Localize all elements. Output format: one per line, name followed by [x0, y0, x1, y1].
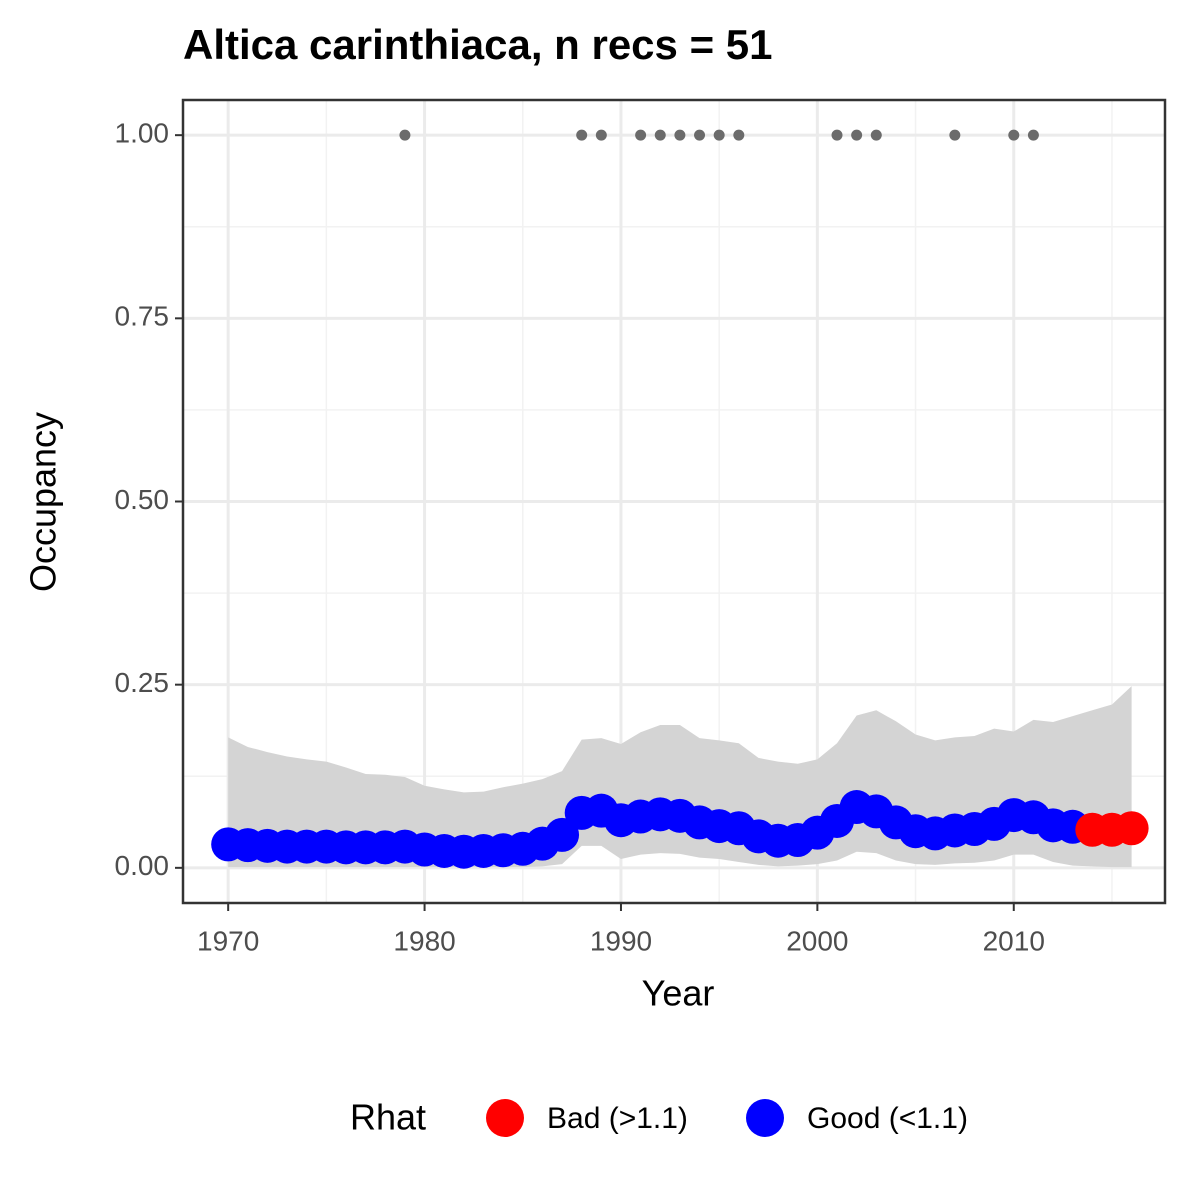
y-tick-label: 0.00: [115, 850, 170, 881]
record-point: [635, 129, 647, 141]
occupancy-point: [545, 817, 580, 852]
record-point: [654, 129, 666, 141]
x-tick-label: 1980: [393, 925, 455, 956]
record-point: [674, 129, 686, 141]
y-tick-label: 0.50: [115, 484, 170, 515]
record-point: [851, 129, 863, 141]
y-tick-label: 1.00: [115, 118, 170, 149]
record-point: [595, 129, 607, 141]
record-point: [1027, 129, 1039, 141]
x-tick-label: 2010: [983, 925, 1045, 956]
x-tick-label: 1970: [197, 925, 259, 956]
y-tick-label: 0.75: [115, 301, 170, 332]
legend-title: Rhat: [350, 1097, 426, 1138]
y-tick-label: 0.25: [115, 667, 170, 698]
x-tick-label: 1990: [590, 925, 652, 956]
record-point: [713, 129, 725, 141]
x-axis-title: Year: [642, 973, 715, 1014]
y-axis-title: Occupancy: [23, 412, 64, 592]
legend-label: Bad (>1.1): [547, 1102, 688, 1135]
record-point: [949, 129, 961, 141]
x-tick-label: 2000: [786, 925, 848, 956]
chart-title: Altica carinthiaca, n recs = 51: [183, 21, 772, 68]
record-point: [399, 129, 411, 141]
record-point: [694, 129, 706, 141]
record-point: [1008, 129, 1020, 141]
legend-key: [486, 1099, 524, 1137]
legend-key: [746, 1099, 784, 1137]
legend-label: Good (<1.1): [807, 1102, 968, 1135]
record-point: [576, 129, 588, 141]
record-point: [831, 129, 843, 141]
occupancy-point: [1114, 811, 1149, 846]
record-point: [870, 129, 882, 141]
panel-border: [181, 98, 1167, 905]
record-point: [733, 129, 745, 141]
